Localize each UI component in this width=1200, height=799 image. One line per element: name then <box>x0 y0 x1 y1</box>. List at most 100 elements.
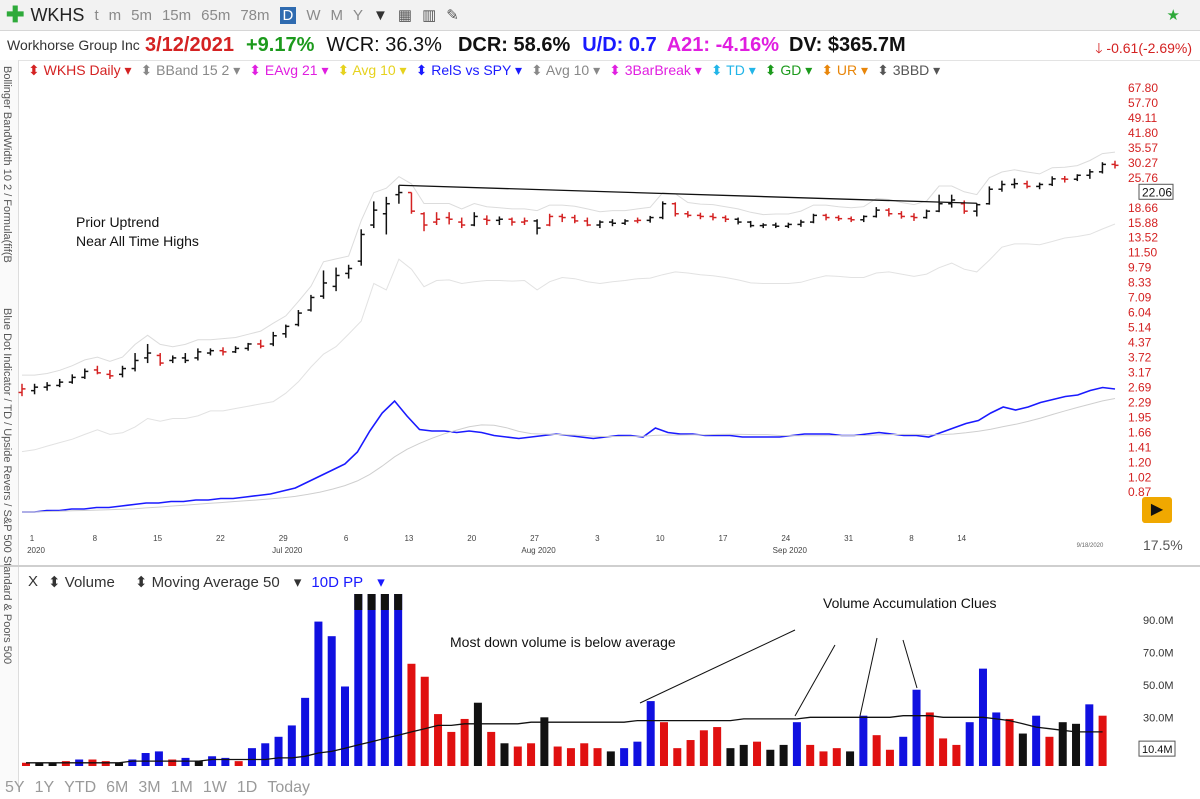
star-icon[interactable]: ★ <box>1166 7 1180 24</box>
volume-bar <box>1072 723 1081 766</box>
date-tick-label: 13 <box>404 534 413 543</box>
ud-ratio: U/D: 0.7 <box>582 33 657 56</box>
down-arrow-icon: 🡓 <box>1095 40 1103 56</box>
dollar-volume: DV: $365.7M <box>788 33 906 56</box>
volume-bar <box>234 761 243 766</box>
range-today[interactable]: Today <box>267 779 311 796</box>
timeframe-weekly[interactable]: W <box>306 6 321 24</box>
price-tick-label: 1.02 <box>1128 470 1152 484</box>
timeframe-5m[interactable]: 5m <box>131 6 152 24</box>
date-tick-label: 8 <box>93 534 98 543</box>
volume-tick-label: 70.0M <box>1143 647 1174 659</box>
pp-dropdown[interactable]: 10D PP ▾ <box>311 574 385 591</box>
date-tick-label: 24 <box>781 534 790 543</box>
grid-icon[interactable]: ▦ <box>397 7 413 24</box>
volume-bar <box>779 744 788 766</box>
company-name: Workhorse Group Inc <box>7 37 140 53</box>
volume-bar <box>314 621 323 766</box>
volume-bar <box>527 743 536 766</box>
date-tick-label: 8 <box>909 534 914 543</box>
volume-bar <box>154 751 163 766</box>
range-1y[interactable]: 1Y <box>34 779 55 796</box>
timeframe-daily[interactable]: D <box>279 6 297 24</box>
timeframe-15m[interactable]: 15m <box>161 6 192 24</box>
volume-bar <box>606 751 615 766</box>
annotation-pointer-line <box>902 639 918 689</box>
price-tick-label: 13.52 <box>1128 231 1158 245</box>
volume-close-button[interactable]: X <box>28 573 39 590</box>
volume-bar <box>1045 736 1054 766</box>
range-1m[interactable]: 1M <box>170 779 193 796</box>
price-tick-label: 67.80 <box>1128 81 1158 95</box>
volume-bar <box>846 751 855 766</box>
volume-tick-label: 90.0M <box>1143 615 1174 627</box>
volume-bar <box>806 744 815 766</box>
range-1w[interactable]: 1W <box>202 779 227 796</box>
volume-bar <box>713 727 722 766</box>
volume-bar <box>115 762 124 766</box>
volume-bar <box>75 759 84 766</box>
volume-bar <box>593 748 602 766</box>
add-symbol-icon[interactable]: ✚ <box>6 2 25 27</box>
price-tick-label: 7.09 <box>1128 291 1152 305</box>
upper-band-line <box>22 151 1116 376</box>
volume-bar <box>327 636 336 766</box>
ma-dropdown[interactable]: ⬍ Moving Average 50 ▾ <box>134 574 302 591</box>
range-1d[interactable]: 1D <box>236 779 258 796</box>
left-label-bottom: Blue Dot Indicator / TD / Upside Revers … <box>1 308 13 665</box>
indicator-7[interactable]: ⬍ TD ▾ <box>710 62 756 78</box>
timeframe-monthly[interactable]: M <box>330 6 344 24</box>
symbol-input[interactable]: WKHS <box>30 4 85 25</box>
timeframe-78m[interactable]: 78m <box>240 6 270 24</box>
range-ytd[interactable]: YTD <box>64 779 97 796</box>
indicator-4[interactable]: ⬍ RelS vs SPY ▾ <box>415 62 523 78</box>
price-tick-label: 18.66 <box>1128 201 1158 215</box>
price-tick-label: 15.88 <box>1128 216 1158 230</box>
indicator-6[interactable]: ⬍ 3BarBreak ▾ <box>609 62 702 78</box>
indicator-10[interactable]: ⬍ 3BBD ▾ <box>877 62 941 78</box>
volume-pocket-pivot-cap <box>354 594 363 610</box>
price-tick-label: 41.80 <box>1128 126 1158 140</box>
volume-bar <box>620 748 629 766</box>
indicator-0[interactable]: ⬍ WKHS Daily ▾ <box>28 62 132 78</box>
price-tick-label: 8.33 <box>1128 276 1152 290</box>
play-button[interactable]: ▶ <box>1142 497 1172 523</box>
volume-bar <box>460 718 469 766</box>
indicator-9[interactable]: ⬍ UR ▾ <box>821 62 869 78</box>
annotation-prior-uptrend: Prior Uptrend <box>76 214 159 230</box>
volume-bar <box>739 744 748 766</box>
timeframe-yearly[interactable]: Y <box>353 6 364 24</box>
price-tick-label: 5.14 <box>1128 320 1152 334</box>
volume-bar <box>380 594 389 766</box>
volume-bar <box>819 751 828 766</box>
volume-dropdown[interactable]: ⬍ Volume <box>48 574 115 591</box>
timeframe-m[interactable]: m <box>108 6 122 24</box>
volume-bar <box>872 735 881 766</box>
range-5y[interactable]: 5Y <box>5 779 25 796</box>
dropdown-icon[interactable]: ▼ <box>373 6 388 24</box>
volume-bar <box>101 761 110 766</box>
range-3m[interactable]: 3M <box>138 779 161 796</box>
price-tick-label: 1.95 <box>1128 410 1152 424</box>
range-6m[interactable]: 6M <box>106 779 129 796</box>
indicator-5[interactable]: ⬍ Avg 10 ▾ <box>531 62 601 78</box>
quote-date: 3/12/2021 <box>145 33 234 56</box>
volume-bar <box>407 663 416 766</box>
date-tick-label: 27 <box>530 534 539 543</box>
date-tick-label: 22 <box>216 534 225 543</box>
timeframe-t[interactable]: t <box>94 6 99 24</box>
date-tick-label: 17 <box>719 534 728 543</box>
price-tick-label: 25.76 <box>1128 171 1158 185</box>
indicator-8[interactable]: ⬍ GD ▾ <box>764 62 813 78</box>
indicator-2[interactable]: ⬍ EAvg 21 ▾ <box>249 62 329 78</box>
volume-bar <box>447 731 456 766</box>
indicator-1[interactable]: ⬍ BBand 15 2 ▾ <box>140 62 241 78</box>
volume-bar <box>726 748 735 766</box>
indicator-3[interactable]: ⬍ Avg 10 ▾ <box>337 62 407 78</box>
pencil-icon[interactable]: ✎ <box>446 7 459 24</box>
volume-bar <box>1085 704 1094 766</box>
timeframe-65m[interactable]: 65m <box>201 6 231 24</box>
chart-icon[interactable]: ▥ <box>422 7 437 24</box>
volume-bar <box>925 712 934 766</box>
